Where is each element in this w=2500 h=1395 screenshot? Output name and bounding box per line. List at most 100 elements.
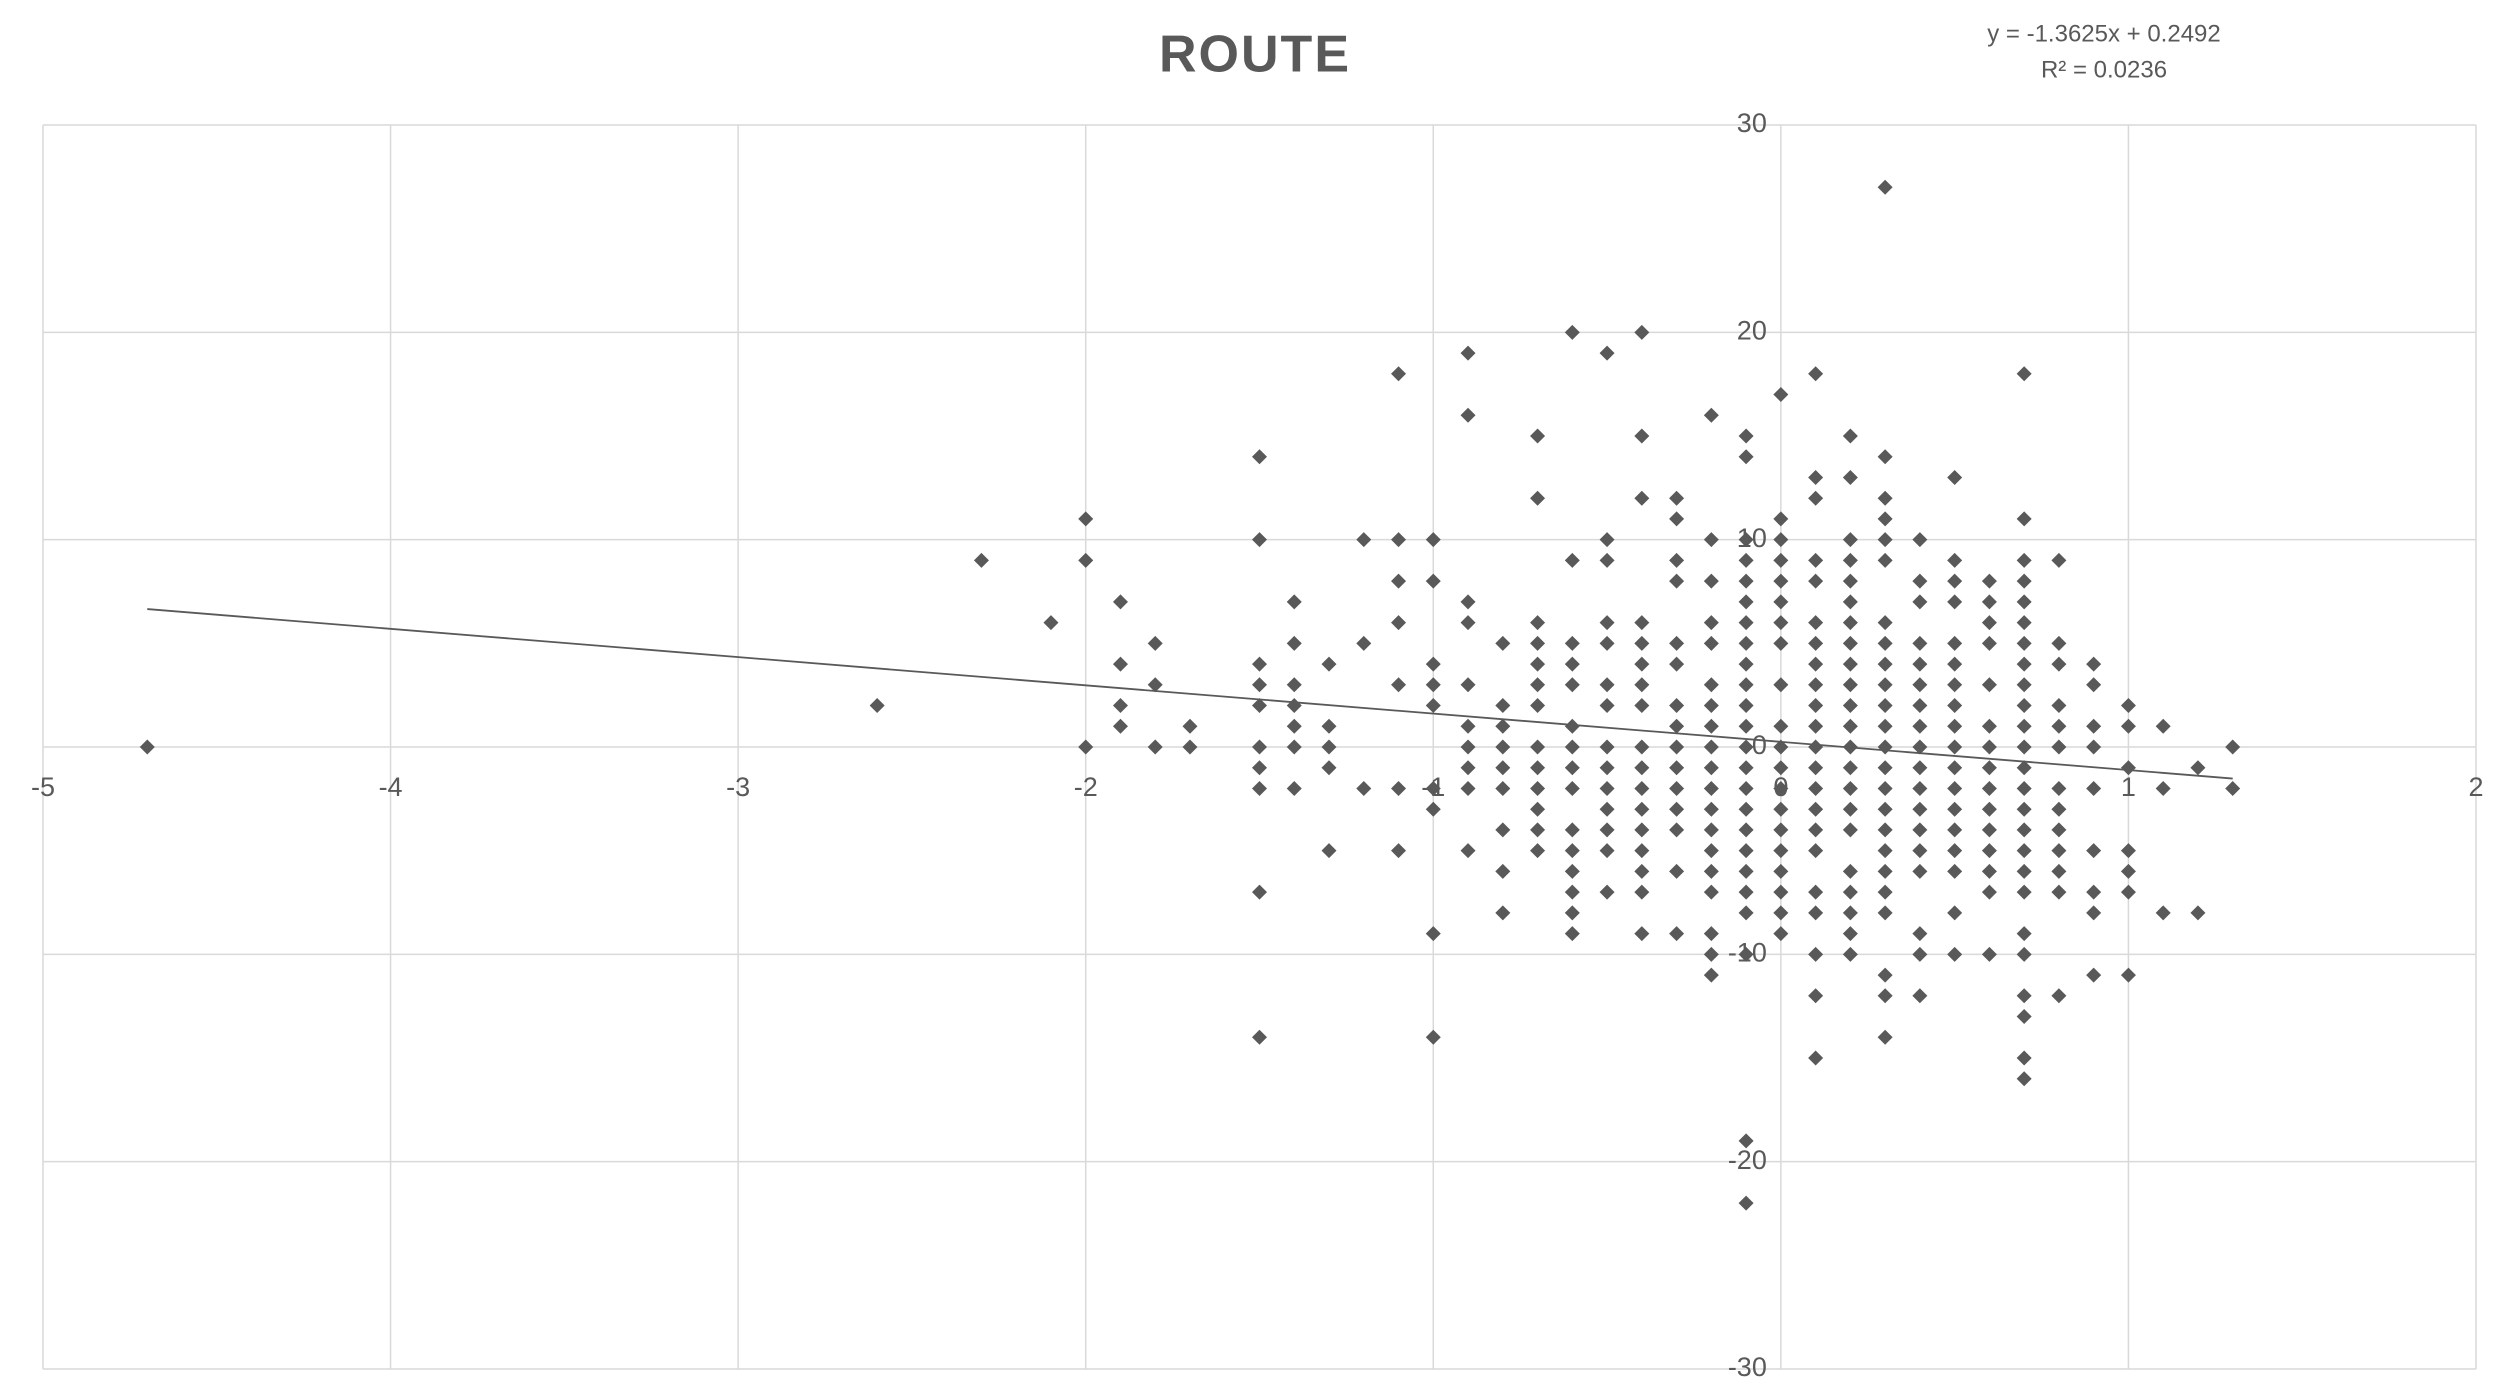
point [1877, 967, 1893, 983]
point [1912, 863, 1928, 879]
point [1112, 698, 1128, 714]
point [1391, 843, 1407, 859]
point [1634, 677, 1650, 693]
y-tick-label: -30 [1728, 1352, 1767, 1382]
point [1634, 780, 1650, 796]
point [1599, 635, 1615, 651]
point [2016, 635, 2032, 651]
point [2016, 366, 2032, 382]
point [1252, 739, 1267, 755]
point [2051, 739, 2067, 755]
point [1599, 822, 1615, 838]
point [1599, 801, 1615, 817]
point [1530, 760, 1546, 776]
point [2155, 780, 2171, 796]
point [2016, 718, 2032, 734]
point [2016, 843, 2032, 859]
point [2120, 843, 2136, 859]
x-tick-label: 2 [2468, 772, 2483, 802]
point [1495, 863, 1511, 879]
point [1808, 843, 1824, 859]
point [1460, 615, 1476, 631]
point [1634, 324, 1650, 340]
point [1842, 656, 1858, 672]
point [1703, 407, 1719, 423]
point [2051, 822, 2067, 838]
point [1981, 863, 1997, 879]
point [1495, 760, 1511, 776]
point [973, 552, 989, 568]
point [1703, 615, 1719, 631]
tick-labels: -5-4-3-2-1012-30-20-100102030 [31, 108, 2484, 1382]
point [1252, 698, 1267, 714]
point [1564, 718, 1580, 734]
point [1738, 677, 1754, 693]
point [1530, 428, 1546, 444]
point [1147, 677, 1163, 693]
point [1252, 884, 1267, 900]
point [1669, 718, 1685, 734]
point [1773, 926, 1789, 942]
point [1703, 780, 1719, 796]
point [1460, 407, 1476, 423]
point [1669, 490, 1685, 506]
point [1773, 532, 1789, 548]
point [1391, 366, 1407, 382]
point [1947, 635, 1963, 651]
point [1912, 760, 1928, 776]
point [1252, 780, 1267, 796]
point [1495, 822, 1511, 838]
point [2016, 1050, 2032, 1066]
point [1703, 698, 1719, 714]
point [2086, 656, 2102, 672]
x-tick-label: 1 [2121, 772, 2136, 802]
point [1842, 698, 1858, 714]
point [1773, 635, 1789, 651]
point [1286, 677, 1302, 693]
point [1877, 511, 1893, 527]
point [1981, 615, 1997, 631]
point [1912, 698, 1928, 714]
point [1912, 801, 1928, 817]
point [1634, 801, 1650, 817]
x-tick-label: -5 [31, 772, 55, 802]
point [1286, 780, 1302, 796]
point [1530, 677, 1546, 693]
point [1808, 490, 1824, 506]
point [1356, 635, 1372, 651]
point [1669, 801, 1685, 817]
point [1738, 532, 1754, 548]
point [1981, 760, 1997, 776]
point [1842, 884, 1858, 900]
point [1947, 656, 1963, 672]
point [1842, 760, 1858, 776]
point [1634, 822, 1650, 838]
point [1773, 905, 1789, 921]
point [2051, 780, 2067, 796]
point [1877, 884, 1893, 900]
point [2051, 656, 2067, 672]
point [1842, 905, 1858, 921]
point [1078, 511, 1094, 527]
point [1564, 780, 1580, 796]
point [1564, 926, 1580, 942]
point [1877, 1029, 1893, 1045]
trend-r2: R² = 0.0236 [2041, 56, 2167, 83]
point [1530, 822, 1546, 838]
point [1703, 946, 1719, 962]
point [1634, 490, 1650, 506]
point [1947, 469, 1963, 485]
point [1321, 760, 1337, 776]
point [2016, 552, 2032, 568]
point [1530, 635, 1546, 651]
point [1425, 677, 1441, 693]
point [2016, 615, 2032, 631]
point [1738, 946, 1754, 962]
point [1808, 615, 1824, 631]
point [1773, 843, 1789, 859]
point [1738, 635, 1754, 651]
chart-title: ROUTE [1159, 26, 1351, 84]
point [1425, 780, 1441, 796]
point [1564, 863, 1580, 879]
